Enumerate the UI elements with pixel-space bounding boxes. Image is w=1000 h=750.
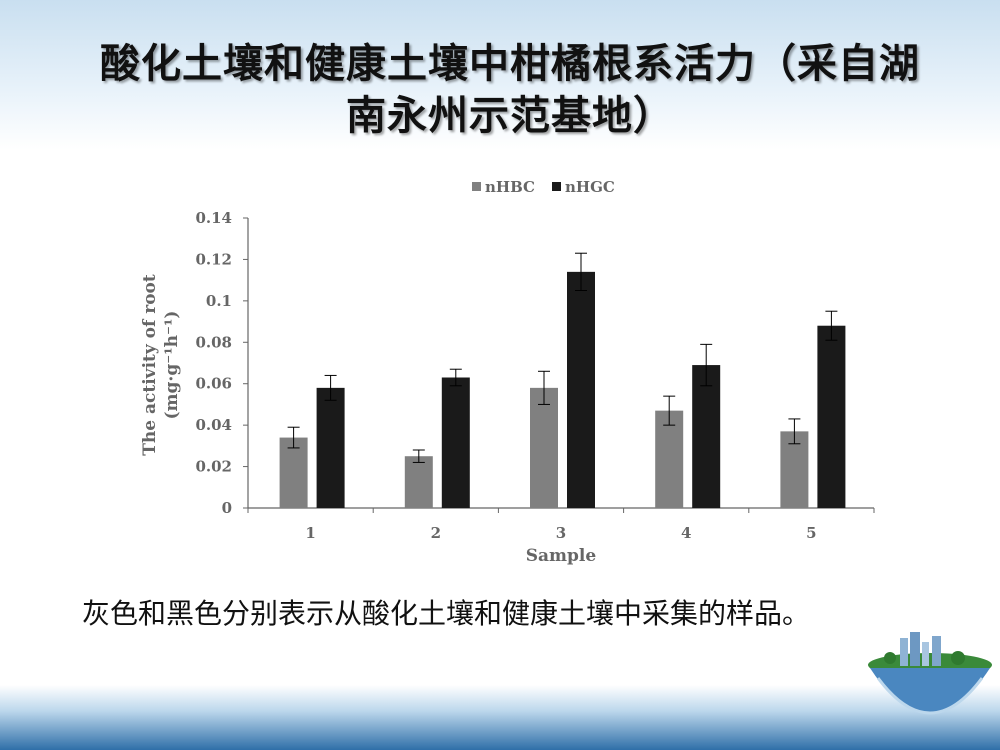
error-bar-nhgc-5 [825,310,838,341]
slide-title-line-2: 南永州示范基地） [346,93,674,139]
slide-title-line-1: 酸化土壤和健康土壤中柑橘根系活力（采自湖 [100,41,920,87]
y-tick-label: 0.1 [206,292,232,310]
bar-nhgc-2 [441,377,470,508]
chart-axes [247,218,874,509]
legend: nHBC nHGC [472,178,615,196]
chart-bars [279,252,846,508]
globe-city-decoration [868,632,992,715]
x-tick-label: 4 [681,524,691,542]
y-tick-label: 0.14 [195,209,232,227]
y-tick-label: 0.12 [195,250,232,268]
bar-nhbc-2 [404,456,433,508]
legend-label-nhbc: nHBC [485,178,535,196]
error-bar-nhgc-3 [575,252,587,291]
bar-nhgc-1 [316,387,345,508]
y-tick-label: 0.04 [195,416,232,434]
error-bar-nhgc-1 [324,374,337,401]
x-tick-label: 3 [556,524,566,542]
x-tick-label: 5 [806,524,816,542]
bar-nhbc-4 [655,410,684,508]
legend-swatch-nhgc [552,182,561,191]
error-bar-nhgc-4 [700,343,713,387]
bar-nhgc-3 [567,271,595,508]
y-tick-label: 0.06 [195,375,232,393]
error-bar-nhbc-2 [412,449,425,463]
legend-label-nhgc: nHGC [565,178,615,196]
caption: 灰色和黑色分别表示从酸化土壤和健康土壤中采集的样品。 [82,597,811,630]
y-tick-label: 0.08 [195,333,232,351]
error-bar-nhbc-1 [287,426,300,449]
y-axis-title: The activity of root (mg·g⁻¹h⁻¹) [140,274,182,456]
error-bar-nhbc-5 [788,418,801,445]
y-tick-label: 0 [222,499,232,517]
x-tick-label: 2 [431,524,441,542]
y-tick-label: 0.02 [195,458,232,476]
y-axis-title-line-2: (mg·g⁻¹h⁻¹) [162,311,182,420]
x-tick-label: 1 [305,524,315,542]
x-axis-title: Sample [526,546,597,566]
bar-nhgc-5 [817,325,846,508]
error-bar-nhbc-4 [663,395,676,426]
bar-nhbc-1 [279,437,308,508]
bar-nhbc-3 [530,387,558,508]
y-axis-title-line-1: The activity of root [140,274,160,456]
slide-title: 酸化土壤和健康土壤中柑橘根系活力（采自湖 南永州示范基地） [40,38,980,142]
chart-ticks: 0 0.02 0.04 0.06 0.08 0.1 0.12 0.14 1 2 3 4 5 [195,209,875,542]
bar-nhgc-4 [692,365,721,508]
legend-swatch-nhbc [472,182,481,191]
error-bar-nhgc-2 [449,368,462,387]
error-bar-nhbc-3 [538,370,550,405]
